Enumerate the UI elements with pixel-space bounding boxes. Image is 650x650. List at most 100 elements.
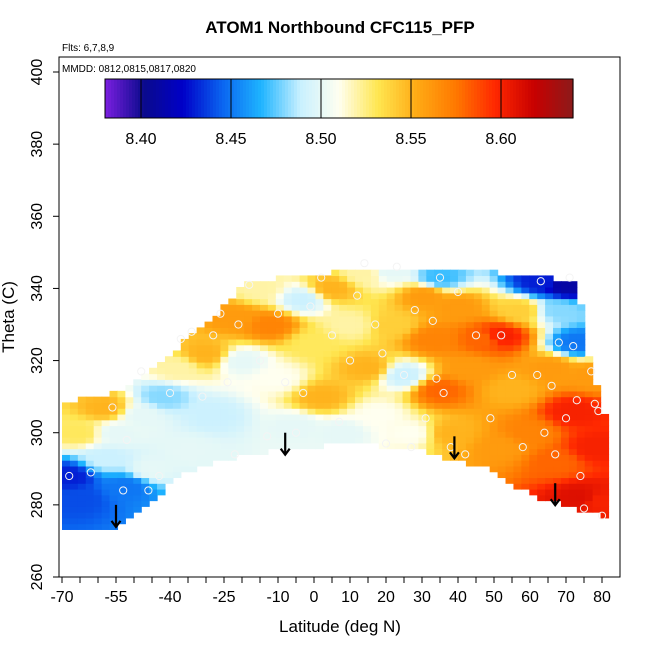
heat-cell [331,356,340,363]
heat-cell [568,437,578,444]
heat-cell [592,460,602,467]
heat-cell [553,362,562,369]
heat-cell [307,292,317,300]
heat-cell [347,269,356,277]
heat-cell [553,437,562,444]
heat-cell [236,390,245,398]
heat-cell [291,408,301,415]
heat-cell [600,460,610,467]
heat-cell [426,292,435,300]
heat-cell [149,477,158,484]
heat-cell [465,413,475,421]
heat-cell [410,413,419,421]
heat-cell [378,379,388,386]
colorbar-segment [468,79,472,118]
heat-cell [394,362,404,369]
heat-cell [141,373,150,380]
heat-cell [291,385,301,392]
heat-cell [513,362,522,369]
heat-cell [426,321,435,328]
heat-cell [204,379,214,386]
heat-cell [307,286,317,294]
heat-cell [450,379,459,386]
heat-cell [267,419,277,427]
heat-cell [521,338,530,346]
heat-cell [386,327,396,334]
heat-cell [220,402,229,409]
heat-cell [505,344,515,352]
heat-cell [521,396,530,404]
heat-cell [85,437,95,444]
heat-cell [323,362,332,369]
heat-cell [386,298,396,305]
heat-cell [529,471,538,479]
heat-cell [307,408,317,415]
heat-cell [101,419,111,427]
heat-cell [418,350,427,357]
heat-cell [553,350,562,357]
colorbar-segment [159,79,163,118]
heat-cell [252,448,261,455]
colorbar-segment [405,79,409,118]
heat-cell [196,338,206,346]
heat-cell [164,367,174,375]
heat-cell [370,431,380,438]
heat-cell [339,269,348,277]
heat-cell [331,350,340,357]
heat-cell [386,385,396,392]
heat-cell [180,408,190,415]
colorbar-segment [483,79,487,118]
heat-cell [244,362,253,369]
heat-cell [481,356,491,363]
heat-cell [521,321,530,328]
heat-cell [410,304,419,311]
heat-cell [236,298,245,305]
heat-cell [125,437,134,444]
heat-cell [347,327,356,334]
heat-cell [244,379,253,386]
heat-cell [85,494,95,502]
heat-cell [560,281,570,288]
heat-cell [362,269,372,277]
heat-cell [93,500,103,507]
heat-cell [545,402,554,409]
heat-cell [117,465,126,473]
heat-cell [560,286,570,294]
heat-cell [299,327,309,334]
heat-cell [418,310,427,317]
heat-cell [85,442,95,450]
heat-cell [283,286,293,294]
heat-cell [149,373,158,380]
heat-cell [283,275,293,282]
heat-cell [188,390,198,398]
colorbar-segment [213,79,217,118]
heat-cell [69,442,79,450]
heat-cell [157,408,166,415]
heat-cell [513,275,522,282]
heat-cell [172,402,182,409]
heat-cell [537,385,546,392]
colorbar-segment [156,79,160,118]
heat-cell [529,362,538,369]
heat-cell [347,419,356,427]
heat-cell [537,315,546,323]
heat-cell [481,286,491,294]
heat-cell [109,460,119,467]
heat-cell [299,431,309,438]
colorbar-segment [249,79,253,118]
heat-cell [323,408,332,415]
heat-cell [307,356,317,363]
heat-cell [133,454,142,461]
heat-cell [584,413,594,421]
sample-point [255,356,265,365]
heat-cell [450,350,459,357]
heat-cell [236,431,245,438]
heat-cell [299,402,309,409]
heat-cell [394,292,404,300]
colorbar-segment [507,79,511,118]
heat-cell [149,494,158,502]
heat-cell [584,367,594,375]
heat-cell [291,350,301,357]
heat-cell [188,362,198,369]
heat-cell [497,286,507,294]
